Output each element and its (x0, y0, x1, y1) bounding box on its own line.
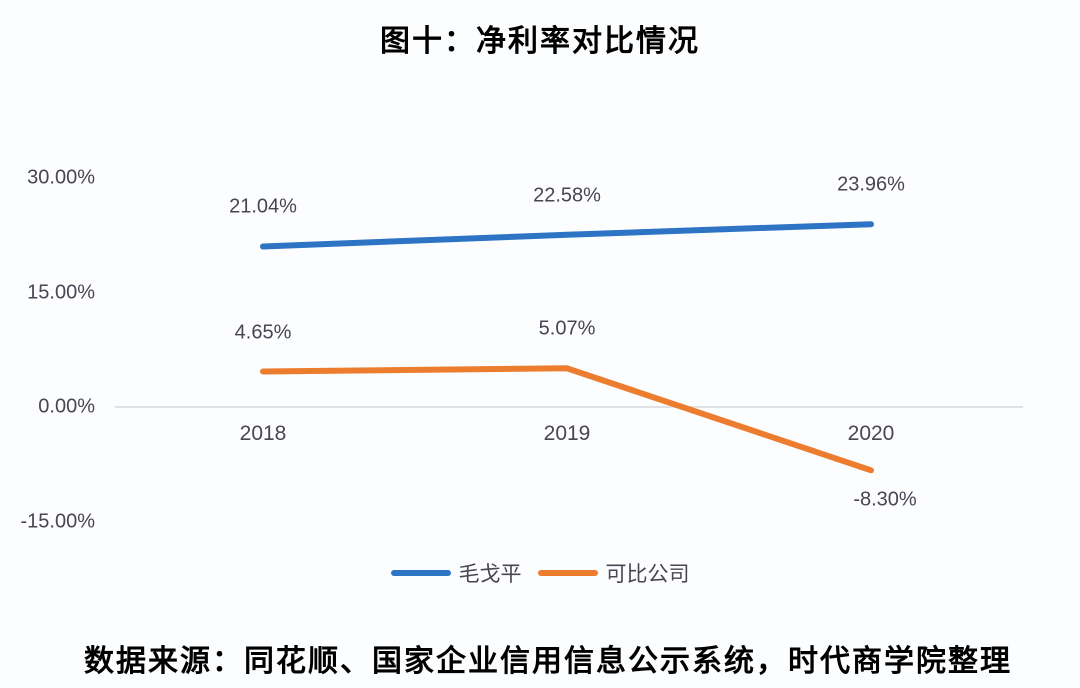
x-axis-tick-label: 2018 (239, 422, 287, 445)
legend-label-comparable: 可比公司 (605, 563, 690, 586)
x-axis-tick-label: 2020 (847, 422, 895, 445)
series-line-maogeping (260, 221, 874, 250)
data-label: -8.30% (853, 488, 917, 511)
source-note: 数据来源：同花顺、国家企业信用信息公示系统，时代商学院整理 (84, 645, 1012, 678)
chart-title: 图十：净利率对比情况 (380, 25, 700, 58)
y-axis-tick-label: 30.00% (27, 166, 95, 189)
data-label: 5.07% (538, 317, 596, 340)
series-line-comparable (260, 365, 874, 474)
data-label: 22.58% (533, 184, 601, 207)
y-axis-tick-label: -15.00% (20, 510, 96, 532)
legend-item-comparable: 可比公司 (537, 558, 690, 588)
x-axis-tick-label: 2019 (543, 422, 591, 445)
legend-item-maogeping: 毛戈平 (390, 558, 522, 588)
data-label: 21.04% (229, 195, 297, 218)
data-label: 4.65% (234, 321, 292, 344)
y-axis-tick-label: 0.00% (38, 395, 95, 418)
legend: 毛戈平 可比公司 (0, 558, 1080, 588)
y-axis-tick-label: 15.00% (27, 281, 95, 304)
legend-swatch-comparable (537, 570, 598, 576)
legend-swatch-maogeping (390, 570, 451, 576)
data-label: 23.96% (837, 173, 905, 196)
legend-label-maogeping: 毛戈平 (458, 563, 522, 586)
